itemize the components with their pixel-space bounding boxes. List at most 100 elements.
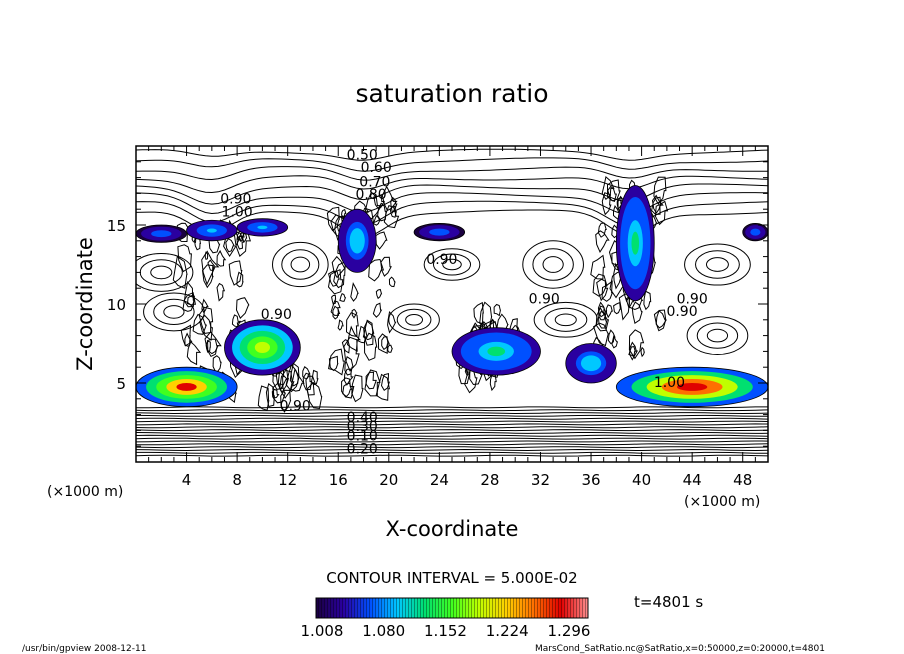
contour-line xyxy=(686,316,749,356)
contour-line xyxy=(388,303,440,337)
contour-line xyxy=(387,344,393,353)
contour-line xyxy=(605,304,613,319)
shaded-region xyxy=(176,383,197,391)
shaded-region xyxy=(434,230,445,234)
shaded-region xyxy=(631,231,640,255)
contour-line xyxy=(192,313,208,335)
contour-line xyxy=(172,255,188,289)
contour-line xyxy=(204,331,222,358)
x-tick-label: 36 xyxy=(581,471,600,489)
contour-line xyxy=(628,346,636,358)
contour-line xyxy=(388,276,396,288)
contour-line xyxy=(136,446,768,449)
colorbar-tick-label: 1.152 xyxy=(424,622,467,640)
contour-line xyxy=(607,185,617,202)
contour-line xyxy=(163,305,185,319)
contour-line xyxy=(643,290,652,311)
y-axis-unit: (×1000 m) xyxy=(47,484,123,500)
contour-line xyxy=(432,253,472,276)
contour-line xyxy=(231,314,242,328)
x-tick-label: 12 xyxy=(278,471,297,489)
contour-line xyxy=(375,288,383,300)
contour-label: 0.70 xyxy=(359,174,390,190)
colorbar-tick-label: 1.224 xyxy=(486,622,529,640)
x-tick-label: 8 xyxy=(232,471,242,489)
contour-line xyxy=(326,206,340,232)
contour-line xyxy=(631,301,643,325)
contour-line xyxy=(493,303,502,317)
footer-source: MarsCond_SatRatio.nc@SatRatio,x=0:50000,… xyxy=(535,644,825,654)
contour-line xyxy=(136,420,768,423)
contour-line xyxy=(186,341,202,366)
contour-line xyxy=(328,348,346,376)
contour-line xyxy=(387,310,397,334)
contour-line xyxy=(302,372,313,391)
contour-line xyxy=(423,248,481,281)
contour-line xyxy=(396,308,432,331)
footer-program: /usr/bin/gpview 2008-12-11 xyxy=(22,644,146,654)
colorbar-tick-label: 1.080 xyxy=(362,622,405,640)
contour-line xyxy=(380,373,390,392)
contour-line xyxy=(150,265,173,280)
contour-line xyxy=(341,377,355,399)
contour-line xyxy=(339,293,347,302)
contour-line xyxy=(655,309,667,329)
shaded-region xyxy=(257,225,268,230)
x-tick-label: 28 xyxy=(480,471,499,489)
contour-line xyxy=(136,192,768,215)
shaded-region xyxy=(206,228,217,233)
y-axis-label: Z-coordinate xyxy=(73,237,97,371)
contour-label: 0.80 xyxy=(356,187,387,203)
x-tick-label: 20 xyxy=(379,471,398,489)
contour-line xyxy=(405,314,424,326)
contour-line xyxy=(607,329,616,345)
contour-line xyxy=(479,301,493,329)
contour-line xyxy=(640,346,646,358)
x-tick-label: 16 xyxy=(329,471,348,489)
contour-line xyxy=(377,333,391,354)
x-axis-unit: (×1000 m) xyxy=(684,494,760,510)
shaded-region xyxy=(156,231,167,236)
contour-label: 0.90 xyxy=(261,307,292,323)
y-tick-label: 5 xyxy=(116,375,126,393)
contour-label: 0.60 xyxy=(361,160,392,176)
contour-line xyxy=(331,255,346,279)
contour-line xyxy=(198,306,214,334)
contour-line xyxy=(606,179,621,202)
contour-line xyxy=(373,194,385,209)
contour-line xyxy=(228,260,243,286)
x-axis: 4 8 12 16 20 24 28 32 36 40 44 48 xyxy=(135,146,769,489)
contour-line xyxy=(327,268,344,295)
colorbar: 1.008 1.080 1.152 1.224 1.296 xyxy=(301,597,590,640)
contour-line xyxy=(199,314,213,341)
contour-line xyxy=(177,244,192,273)
contour-line xyxy=(695,250,740,279)
contour-label: 1.00 xyxy=(654,375,685,391)
contour-line xyxy=(333,260,346,289)
x-tick-label: 44 xyxy=(683,471,702,489)
contour-label-layer: 0.500.600.700.800.901.000.900.90 0.900.90… xyxy=(220,147,707,457)
x-axis-label: X-coordinate xyxy=(386,517,519,541)
contour-line xyxy=(653,176,667,206)
contour-line xyxy=(595,306,610,332)
contour-label: 0.90 xyxy=(280,399,311,415)
x-tick-label: 32 xyxy=(531,471,550,489)
contour-label: 0.30 xyxy=(347,419,378,435)
contour-line xyxy=(272,383,287,404)
contour-line xyxy=(473,301,484,325)
contour-line xyxy=(381,185,398,212)
contour-line xyxy=(372,302,383,318)
x-tick-label: 24 xyxy=(430,471,449,489)
contour-line xyxy=(372,214,381,226)
contour-line xyxy=(368,258,385,282)
x-tick-label: 48 xyxy=(733,471,752,489)
contour-line xyxy=(136,443,768,446)
contour-label: 0.90 xyxy=(426,252,457,268)
contour-line xyxy=(343,368,354,386)
contour-line xyxy=(590,254,606,280)
contour-line xyxy=(554,313,577,327)
contour-line xyxy=(136,412,768,415)
plot-area: 0.500.600.700.800.901.000.900.90 0.900.90… xyxy=(136,146,768,462)
contour-line xyxy=(442,258,462,271)
colorbar-frame xyxy=(315,597,589,619)
